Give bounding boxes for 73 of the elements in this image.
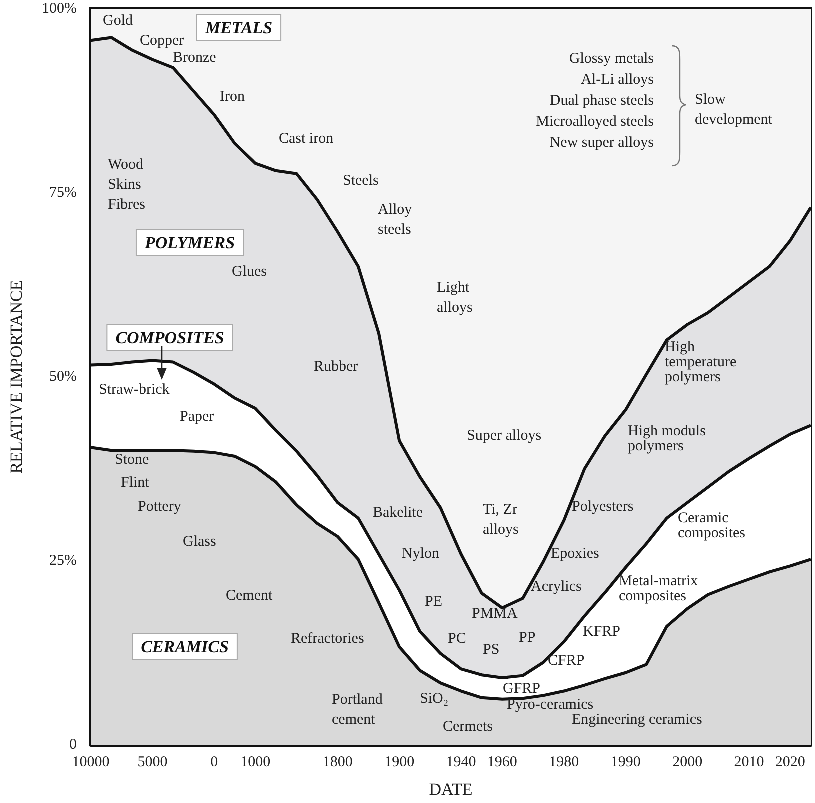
annotation: Glass — [183, 534, 216, 550]
annotation: Al-Li alloys — [581, 72, 654, 88]
annotation: High moduls polymers — [628, 424, 710, 454]
x-tick-label: 2010 — [734, 754, 764, 770]
annotation: Microalloyed steels — [536, 114, 654, 130]
annotation: Pottery — [138, 499, 182, 515]
y-tick-label: 50% — [50, 369, 77, 385]
y-axis-title: RELATIVE IMPORTANCE — [7, 280, 26, 474]
annotation: GFRP — [503, 681, 541, 697]
x-tick-label: 1960 — [487, 754, 518, 770]
annotation: Glossy metals — [569, 51, 654, 67]
annotation: Paper — [180, 409, 214, 425]
x-tick-label: 2020 — [775, 754, 806, 770]
annotation: PMMA — [472, 606, 518, 622]
annotation: Glues — [232, 264, 268, 280]
x-tick-label: 5000 — [138, 754, 168, 770]
annotation: KFRP — [583, 624, 621, 640]
annotation: PE — [425, 594, 443, 610]
y-tick-label: 100% — [42, 1, 77, 17]
annotation: Cermets — [443, 719, 494, 735]
annotation: Super alloys — [467, 428, 542, 444]
y-tick-label: 25% — [50, 553, 77, 569]
annotation: Acrylics — [531, 579, 582, 595]
x-tick-label: 1990 — [610, 754, 641, 770]
annotation: Bakelite — [373, 505, 424, 521]
annotation: Pyro-ceramics — [507, 697, 594, 713]
annotation: Slow development — [695, 92, 774, 128]
annotation: Gold — [103, 13, 134, 29]
annotation: Straw-brick — [99, 382, 170, 398]
x-tick-label: 1980 — [549, 754, 580, 770]
annotation: Alloy steels — [378, 202, 416, 238]
annotation: Ti, Zr alloys — [483, 502, 522, 538]
annotation: Rubber — [314, 359, 358, 375]
annotation: Steels — [343, 173, 379, 189]
annotation: Bronze — [173, 50, 217, 66]
x-tick-label: 10000 — [72, 754, 110, 770]
annotation: Dual phase steels — [550, 93, 654, 109]
annotation: PP — [519, 630, 536, 646]
annotation: Refractories — [291, 631, 364, 647]
series-label: METALS — [204, 18, 273, 38]
series-label: COMPOSITES — [116, 328, 224, 348]
series-label: CERAMICS — [141, 638, 229, 656]
annotation: Ceramic composites — [678, 510, 746, 542]
annotation: Portland cement — [332, 692, 387, 728]
annotation: High temperature polymers — [665, 340, 740, 386]
y-tick-label: 0 — [70, 737, 77, 753]
annotation: Cast iron — [279, 131, 334, 147]
annotation: Epoxies — [551, 546, 600, 562]
x-tick-label: 2000 — [672, 754, 703, 770]
annotation: Polyesters — [572, 499, 634, 515]
annotation: Wood Skins Fibres — [108, 157, 148, 213]
annotation: Iron — [220, 89, 246, 105]
annotation: Copper — [140, 33, 184, 49]
annotation: New super alloys — [550, 135, 654, 151]
annotation: PC — [448, 631, 466, 647]
x-tick-label: 0 — [210, 754, 218, 770]
annotation: Cement — [226, 588, 274, 604]
series-label: POLYMERS — [144, 234, 236, 252]
annotation: Engineering ceramics — [572, 712, 703, 728]
x-tick-label: 1940 — [446, 754, 476, 770]
x-axis-title: DATE — [429, 780, 473, 799]
annotation: Metal-matrix composites — [619, 574, 702, 604]
annotation: Nylon — [402, 546, 440, 562]
x-tick-label: 1000 — [240, 754, 271, 770]
y-tick-label: 75% — [50, 185, 77, 201]
x-tick-label: 1900 — [384, 754, 415, 770]
annotation: Light alloys — [437, 280, 474, 316]
x-tick-label: 1800 — [322, 754, 353, 770]
annotation: Flint — [121, 475, 150, 491]
annotation: CFRP — [548, 653, 585, 669]
annotation: Stone — [115, 452, 150, 468]
annotation: PS — [483, 642, 500, 658]
annotation: SiO₂ — [420, 691, 449, 707]
